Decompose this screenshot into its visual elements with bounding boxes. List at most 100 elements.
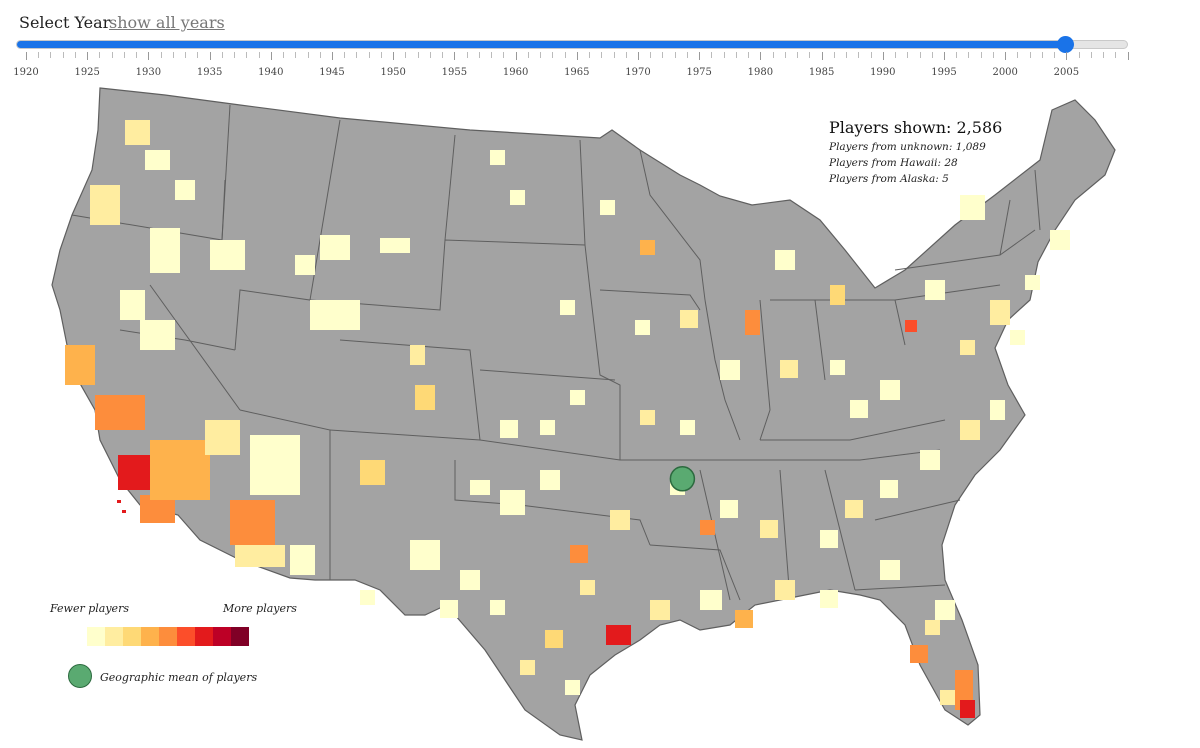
county-cell [1010, 330, 1025, 345]
year-tick-mark [50, 52, 52, 58]
year-tick-mark [417, 52, 419, 58]
player-stats-panel: Players shown: 2,586 Players from unknow… [829, 118, 1002, 185]
year-tick-mark [209, 52, 211, 60]
county-cell [235, 545, 285, 567]
county-cell [1050, 230, 1070, 250]
year-tick-mark [356, 52, 358, 58]
year-tick-mark [809, 52, 811, 58]
legend-swatch [123, 627, 141, 646]
year-tick-mark [931, 52, 933, 58]
year-tick-label: 1920 [13, 67, 39, 78]
year-tick-mark [405, 52, 407, 58]
year-tick-label: 1990 [870, 67, 896, 78]
county-cell [95, 395, 145, 430]
county-cell [700, 590, 722, 610]
year-tick-mark [833, 52, 835, 58]
county-cell [545, 630, 563, 648]
year-tick-mark [1066, 52, 1068, 60]
year-tick-mark [784, 52, 786, 58]
county-cell [540, 470, 560, 490]
county-cell [960, 195, 985, 220]
year-tick-mark [1115, 52, 1117, 58]
us-map-base [51, 87, 1116, 741]
year-controls: Select Year show all years 1920 1925 1930 1… [0, 0, 1200, 90]
county-cell [775, 250, 795, 270]
county-cell [720, 500, 738, 518]
year-tick-mark [160, 52, 162, 58]
county-cell [680, 310, 698, 328]
year-tick-mark [221, 52, 223, 58]
county-cell [606, 625, 631, 645]
year-tick-mark [380, 52, 382, 58]
legend-color-scale [87, 627, 249, 646]
county-cell [910, 645, 928, 663]
year-tick-mark [907, 52, 909, 58]
county-cell [540, 420, 555, 435]
county-cell [580, 580, 595, 595]
county-cell [120, 290, 145, 320]
year-tick-mark [368, 52, 370, 58]
players-from-unknown: Players from unknown: 1,089 [829, 141, 986, 153]
geographic-mean-legend-icon [68, 664, 92, 688]
year-tick-mark [846, 52, 848, 58]
year-tick-mark [319, 52, 321, 58]
year-tick-mark [699, 52, 701, 60]
geographic-mean-marker [669, 466, 696, 492]
year-tick-mark [1054, 52, 1056, 58]
year-tick-label: 1930 [135, 67, 162, 78]
year-tick-mark [980, 52, 982, 58]
county-cell [610, 510, 630, 530]
year-tick-mark [711, 52, 713, 58]
year-tick-label: 1965 [564, 67, 590, 78]
year-tick-mark [185, 52, 187, 58]
county-cell [490, 150, 505, 165]
year-tick-mark [1017, 52, 1019, 58]
show-all-years-link[interactable]: show all years [109, 13, 225, 32]
legend-swatch [195, 627, 213, 646]
county-cell [500, 420, 518, 438]
county-cell [440, 600, 458, 618]
year-tick-mark [172, 52, 174, 58]
county-cell [570, 390, 585, 405]
players-from-hawaii: Players from Hawaii: 28 [829, 157, 958, 169]
year-tick-mark [797, 52, 799, 58]
year-slider[interactable] [16, 36, 1128, 53]
year-tick-mark [26, 52, 27, 60]
year-tick-mark [442, 52, 444, 58]
state-borders [71, 104, 1041, 601]
county-cell [470, 480, 490, 495]
year-tick-mark [491, 52, 493, 58]
year-tick-mark [1103, 52, 1105, 58]
legend-swatch [87, 627, 105, 646]
year-tick-mark [552, 52, 554, 58]
county-cell [90, 185, 120, 225]
county-cell [735, 610, 753, 628]
year-tick-mark [283, 52, 285, 58]
county-cell [410, 345, 425, 365]
year-tick-mark [344, 52, 346, 58]
year-ticks: 1920 1925 1930 1935 1940 1945 1950 1955 1960 1965… [0, 52, 1200, 82]
year-tick-mark [123, 52, 125, 58]
county-cell [775, 580, 795, 600]
county-cell [960, 340, 975, 355]
county-cell [650, 600, 670, 620]
year-tick-mark [638, 52, 639, 60]
county-cell [680, 420, 695, 435]
year-slider-thumb[interactable] [1057, 36, 1075, 53]
year-tick-mark [625, 52, 627, 58]
county-cell [150, 228, 180, 273]
year-tick-mark [723, 52, 725, 58]
year-tick-mark [564, 52, 566, 58]
county-cell [880, 480, 898, 498]
county-cell [940, 690, 955, 705]
legend-more-label: More players [223, 602, 297, 615]
year-tick-mark [748, 52, 750, 58]
county-cell [520, 660, 535, 675]
year-tick-mark [478, 52, 480, 58]
year-tick-mark [1127, 52, 1129, 60]
county-cell [640, 240, 655, 255]
county-cell [960, 420, 980, 440]
legend-fewer-label: Fewer players [50, 602, 129, 615]
year-tick-mark [62, 52, 64, 58]
year-tick-mark [38, 52, 40, 58]
